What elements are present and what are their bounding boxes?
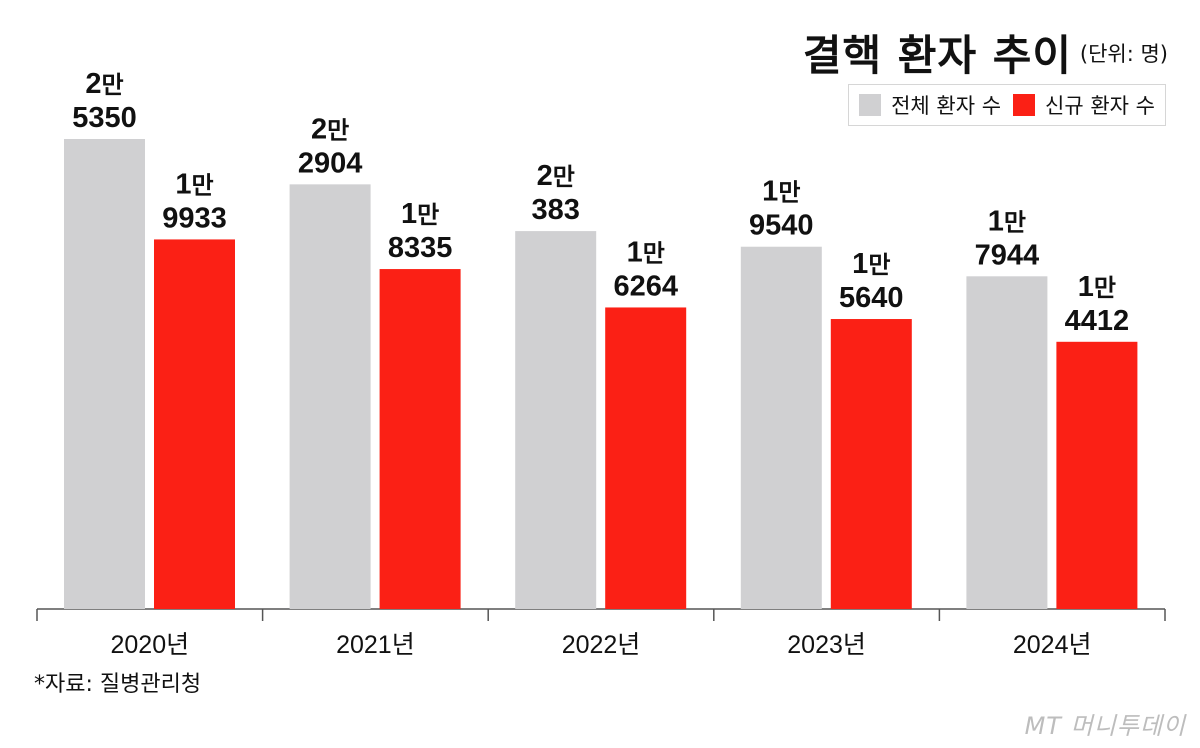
bar-total: [966, 276, 1048, 609]
unit-label: (단위: 명): [1079, 42, 1168, 66]
data-label: 5640: [839, 282, 904, 314]
data-label: 6264: [613, 270, 678, 302]
bar-total: [515, 231, 597, 609]
chart-title: 결핵 환자 추이: [802, 31, 1072, 80]
legend-swatch-total: [859, 94, 882, 116]
legend: 전체 환자 수 신규 환자 수: [848, 84, 1166, 126]
bar-new: [830, 319, 912, 609]
bar-total: [64, 139, 145, 609]
legend-item-new: 신규 환자 수: [1013, 90, 1155, 120]
data-label: 9540: [749, 210, 814, 242]
legend-label-total: 전체 환자 수: [891, 94, 1002, 118]
data-label: 1만: [1078, 271, 1116, 303]
data-label: 1만: [175, 168, 213, 200]
data-label: 4412: [1065, 305, 1130, 337]
x-tick-label: 2023년: [787, 631, 866, 659]
data-label: 1만: [852, 248, 890, 280]
data-label: 1만: [401, 198, 439, 230]
data-label: 8335: [388, 232, 453, 264]
data-label: 1만: [627, 236, 665, 268]
data-label: 9933: [162, 202, 227, 234]
source-note: *자료: 질병관리청: [34, 672, 202, 697]
data-label: 2904: [298, 147, 363, 179]
watermark-logo: MT 머니투데이: [1024, 712, 1186, 740]
bar-new: [1056, 341, 1138, 609]
data-label: 2만: [311, 113, 349, 145]
x-tick-label: 2022년: [562, 631, 641, 659]
x-tick-label: 2024년: [1013, 631, 1092, 659]
data-label: 7944: [975, 239, 1040, 271]
bar-total: [740, 246, 822, 610]
data-label: 383: [532, 194, 580, 226]
bar-new: [154, 239, 235, 609]
bar-new: [605, 307, 687, 609]
legend-label-new: 신규 환자 수: [1045, 94, 1155, 118]
data-label: 2만: [537, 160, 575, 192]
legend-swatch-new: [1013, 94, 1036, 116]
data-label: 1만: [988, 205, 1026, 237]
data-label: 1만: [762, 176, 800, 208]
x-tick-label: 2021년: [336, 631, 415, 659]
x-tick-label: 2020년: [110, 631, 189, 659]
data-label: 5350: [72, 102, 137, 134]
bar-total: [289, 184, 371, 609]
bar-new: [379, 269, 461, 609]
data-label: 2만: [85, 68, 123, 100]
legend-item-total: 전체 환자 수: [859, 90, 1001, 120]
